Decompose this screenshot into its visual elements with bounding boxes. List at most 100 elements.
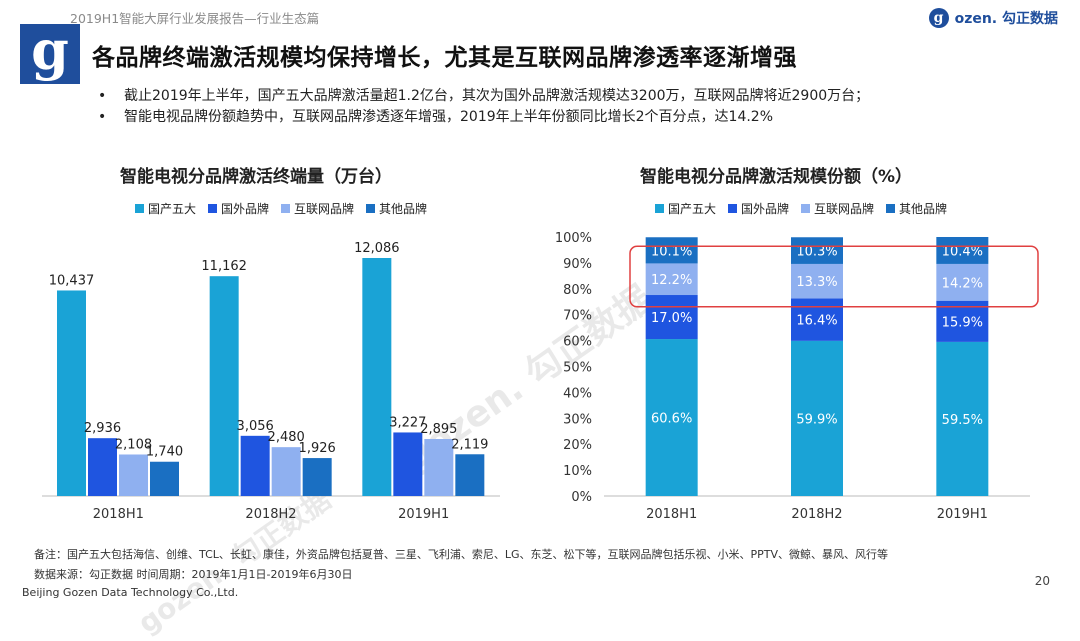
gozen-logo: g xyxy=(20,23,80,84)
y-tick-label: 10% xyxy=(563,464,592,479)
top-bar: 2019H1智能大屏行业发展报告—行业生态篇 g ozen. 勾正数据 xyxy=(0,0,1080,34)
footnote-brands: 备注：国产五大包括海信、创维、TCL、长虹、康佳，外资品牌包括夏普、三星、飞利浦… xyxy=(34,548,889,561)
stacked-bar-segment xyxy=(645,339,698,496)
legend-item: 互联网品牌 xyxy=(281,200,354,217)
legend-swatch xyxy=(886,204,896,213)
segment-value-label: 12.2% xyxy=(651,273,692,288)
bar-value-label: 3,227 xyxy=(389,415,426,430)
stacked-bar-segment xyxy=(791,237,843,264)
segment-value-label: 13.3% xyxy=(796,275,837,290)
left-chart-title: 智能电视分品牌激活终端量（万台） xyxy=(120,167,392,187)
summary-bullets: 截止2019年上半年，国产五大品牌激活量超1.2亿台，其次为国外品牌激活规模达3… xyxy=(98,86,869,128)
stacked-bar-segment xyxy=(936,341,989,496)
bar xyxy=(302,458,332,496)
legend-swatch xyxy=(728,204,738,213)
bar xyxy=(455,454,485,496)
stacked-bar-segment xyxy=(936,237,989,264)
y-tick-label: 20% xyxy=(563,438,592,453)
segment-value-label: 59.5% xyxy=(942,413,983,428)
right-stacked-chart: 0% 10% 20% 30% 40% 50% 60% 70% 80% 90% 100% 60.6% 17… xyxy=(555,231,1039,522)
stacked-bar-segment xyxy=(936,263,989,301)
segment-value-label: 17.0% xyxy=(651,311,692,326)
left-chart-legend: 国产五大 国外品牌 互联网品牌 其他品牌 xyxy=(135,200,427,217)
data-source: 数据来源：勾正数据 时间周期：2019年1月1日-2019年6月30日 xyxy=(34,568,353,581)
legend-swatch xyxy=(801,204,811,213)
bar xyxy=(362,257,392,496)
stacked-bar-segment xyxy=(645,237,698,264)
y-tick-label: 70% xyxy=(563,309,592,324)
y-tick-label: 0% xyxy=(571,490,592,505)
bar-value-label: 1,740 xyxy=(146,445,183,460)
bar-value-label: 2,108 xyxy=(115,437,152,452)
legend-swatch xyxy=(135,204,144,213)
y-tick-label: 30% xyxy=(563,412,592,427)
y-tick-label: 40% xyxy=(563,386,592,401)
bar xyxy=(271,447,301,496)
segment-value-label: 10.1% xyxy=(651,244,692,259)
bar-value-label: 2,936 xyxy=(84,421,121,436)
legend-label: 其他品牌 xyxy=(379,202,428,216)
bullet-item: 智能电视品牌份额趋势中，互联网品牌渗透逐年增强，2019年上半年份额同比增长2个… xyxy=(98,107,869,128)
segment-value-label: 14.2% xyxy=(942,276,983,291)
y-tick-label: 100% xyxy=(555,231,592,246)
segment-value-label: 60.6% xyxy=(651,412,692,427)
stacked-bar-segment xyxy=(645,295,698,340)
legend-item: 国产五大 xyxy=(655,200,716,217)
bullet-item: 截止2019年上半年，国产五大品牌激活量超1.2亿台，其次为国外品牌激活规模达3… xyxy=(98,86,869,107)
legend-swatch xyxy=(208,204,218,213)
legend-label: 国外品牌 xyxy=(221,202,270,216)
stacked-bar-segment xyxy=(791,340,843,496)
y-tick-label: 90% xyxy=(563,257,592,272)
bar-value-label: 12,086 xyxy=(354,241,400,256)
bar-value-label: 1,926 xyxy=(299,441,336,456)
left-bar-chart: 10,4372,9362,1081,7402018H111,1623,0562,… xyxy=(42,241,500,522)
page-headline: 各品牌终端激活规模均保持增长，尤其是互联网品牌渗透率逐渐增强 xyxy=(92,45,797,71)
brand-name: ozen. 勾正数据 xyxy=(954,11,1058,27)
legend-item: 其他品牌 xyxy=(886,200,947,217)
bar xyxy=(150,461,179,496)
bar xyxy=(393,432,423,496)
bar-value-label: 11,162 xyxy=(201,259,247,274)
bar xyxy=(240,435,270,496)
segment-value-label: 16.4% xyxy=(796,314,837,329)
legend-swatch xyxy=(281,204,291,213)
segment-value-label: 15.9% xyxy=(942,315,983,330)
y-tick-label: 50% xyxy=(563,361,592,376)
legend-item: 其他品牌 xyxy=(366,200,427,217)
brand-logo: g ozen. 勾正数据 xyxy=(928,8,1058,28)
legend-label: 国产五大 xyxy=(668,202,717,216)
y-tick-label: 80% xyxy=(563,283,592,298)
bar xyxy=(424,438,454,496)
company-name: Beijing Gozen Data Technology Co.,Ltd. xyxy=(22,586,239,599)
bar xyxy=(209,276,239,496)
bar-value-label: 10,437 xyxy=(49,273,95,288)
stacked-bar-segment xyxy=(791,263,843,299)
x-tick-label: 2019H1 xyxy=(398,507,449,522)
report-title: 2019H1智能大屏行业发展报告—行业生态篇 xyxy=(70,11,320,26)
legend-item: 国外品牌 xyxy=(208,200,269,217)
x-tick-label: 2019H1 xyxy=(937,507,988,522)
x-tick-label: 2018H2 xyxy=(245,507,296,522)
bar-value-label: 2,895 xyxy=(420,422,457,437)
bar xyxy=(119,454,148,496)
y-tick-label: 60% xyxy=(563,335,592,350)
legend-label: 互联网品牌 xyxy=(814,202,875,216)
bar xyxy=(88,438,117,496)
segment-value-label: 10.3% xyxy=(796,245,837,260)
bar-value-label: 2,480 xyxy=(268,430,305,445)
right-chart-title: 智能电视分品牌激活规模份额（%） xyxy=(640,167,913,187)
stacked-bar-segment xyxy=(645,263,698,296)
bar xyxy=(57,290,86,496)
x-tick-label: 2018H1 xyxy=(93,507,144,522)
legend-item: 国产五大 xyxy=(135,200,196,217)
legend-item: 互联网品牌 xyxy=(801,200,874,217)
highlight-box xyxy=(629,245,1039,308)
segment-value-label: 59.9% xyxy=(796,412,837,427)
legend-label: 互联网品牌 xyxy=(294,202,355,216)
brand-g-icon: g xyxy=(928,8,949,28)
legend-swatch xyxy=(655,204,664,213)
segment-value-label: 10.4% xyxy=(942,244,983,259)
stacked-bar-segment xyxy=(791,298,843,341)
legend-label: 国外品牌 xyxy=(741,202,790,216)
x-tick-label: 2018H2 xyxy=(791,507,842,522)
